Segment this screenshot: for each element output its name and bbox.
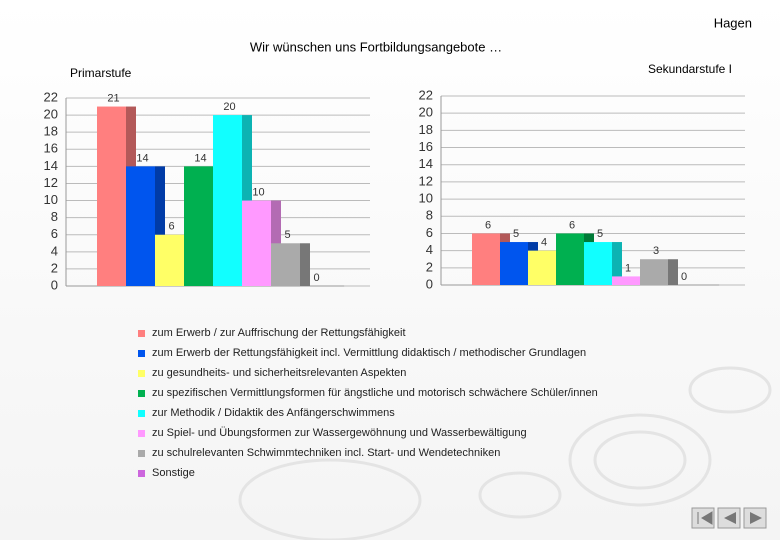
- data-label: 3: [653, 245, 659, 257]
- bar: [500, 242, 528, 285]
- y-tick-label: 12: [44, 175, 58, 190]
- bar: [184, 166, 213, 286]
- y-tick-label: 0: [426, 276, 433, 291]
- y-tick-label: 22: [44, 89, 58, 104]
- y-tick-label: 4: [426, 242, 433, 257]
- bar: [528, 250, 556, 285]
- y-tick-label: 2: [51, 260, 58, 275]
- y-tick-label: 14: [419, 156, 433, 171]
- legend-label: Sonstige: [152, 467, 195, 479]
- data-label: 5: [513, 228, 519, 240]
- bar: [584, 242, 612, 285]
- bar-side: [612, 242, 622, 285]
- data-label: 6: [569, 219, 575, 231]
- y-tick-label: 22: [419, 87, 433, 102]
- y-tick-label: 10: [44, 192, 58, 207]
- y-tick-label: 18: [44, 124, 58, 139]
- legend-swatch: [138, 370, 145, 377]
- title: Wir wünschen uns Fortbildungsangebote …: [250, 39, 502, 54]
- chart-subtitle: Primarstufe: [70, 66, 132, 80]
- data-label: 5: [284, 229, 290, 241]
- header: Hagen: [714, 15, 752, 30]
- bar: [213, 115, 242, 286]
- y-tick-label: 6: [51, 226, 58, 241]
- data-label: 0: [681, 271, 687, 283]
- bar: [97, 106, 126, 286]
- data-label: 14: [136, 152, 148, 164]
- legend-label: zu schulrelevanten Schwimmtechniken incl…: [152, 447, 500, 459]
- y-tick-label: 14: [44, 158, 58, 173]
- y-tick-label: 8: [426, 208, 433, 223]
- chart-subtitle: Sekundarstufe I: [648, 62, 732, 76]
- legend-label: zu spezifischen Vermittlungsformen für ä…: [152, 387, 598, 399]
- y-tick-label: 16: [44, 141, 58, 156]
- nav-next-icon: [750, 512, 762, 524]
- y-tick-label: 8: [51, 209, 58, 224]
- legend-swatch: [138, 330, 145, 337]
- bar: [472, 233, 500, 285]
- bar: [612, 276, 640, 285]
- data-label: 0: [313, 272, 319, 284]
- background-swirl: [238, 366, 772, 540]
- nav-buttons[interactable]: [691, 507, 767, 529]
- data-label: 14: [194, 152, 206, 164]
- bar: [640, 259, 668, 285]
- nav-prev-icon: [724, 512, 736, 524]
- legend-swatch: [138, 350, 145, 357]
- bar: [271, 243, 300, 286]
- legend-swatch: [138, 470, 145, 477]
- data-label: 6: [485, 219, 491, 231]
- y-tick-label: 12: [419, 173, 433, 188]
- bar: [126, 166, 155, 286]
- legend-label: zum Erwerb der Rettungsfähigkeit incl. V…: [152, 347, 586, 359]
- data-label: 10: [252, 186, 264, 198]
- y-tick-label: 10: [419, 191, 433, 206]
- legend-label: zum Erwerb / zur Auffrischung der Rettun…: [152, 327, 406, 339]
- y-tick-label: 20: [419, 105, 433, 120]
- legend-swatch: [138, 390, 145, 397]
- y-tick-label: 4: [51, 243, 58, 258]
- y-tick-label: 2: [426, 259, 433, 274]
- bar: [556, 233, 584, 285]
- bar-side: [300, 243, 310, 286]
- bar-side: [668, 259, 678, 285]
- nav-first-icon: [697, 511, 713, 525]
- data-label: 6: [168, 221, 174, 233]
- data-label: 1: [625, 262, 631, 274]
- legend-swatch: [138, 450, 145, 457]
- legend-label: zu Spiel- und Übungsformen zur Wassergew…: [152, 427, 527, 439]
- data-label: 4: [541, 237, 547, 249]
- data-label: 21: [107, 92, 119, 104]
- legend-swatch: [138, 430, 145, 437]
- y-tick-label: 6: [426, 225, 433, 240]
- data-label: 20: [223, 101, 235, 113]
- bar: [242, 200, 271, 286]
- bar: [155, 234, 184, 286]
- legend-label: zur Methodik / Didaktik des Anfängerschw…: [152, 407, 395, 419]
- y-tick-label: 18: [419, 122, 433, 137]
- data-label: 5: [597, 228, 603, 240]
- y-tick-label: 20: [44, 107, 58, 122]
- bar-side: [155, 166, 165, 286]
- y-tick-label: 0: [51, 277, 58, 292]
- legend-label: zu gesundheits- und sicherheitsrelevante…: [152, 367, 406, 379]
- legend-swatch: [138, 410, 145, 417]
- y-tick-label: 16: [419, 139, 433, 154]
